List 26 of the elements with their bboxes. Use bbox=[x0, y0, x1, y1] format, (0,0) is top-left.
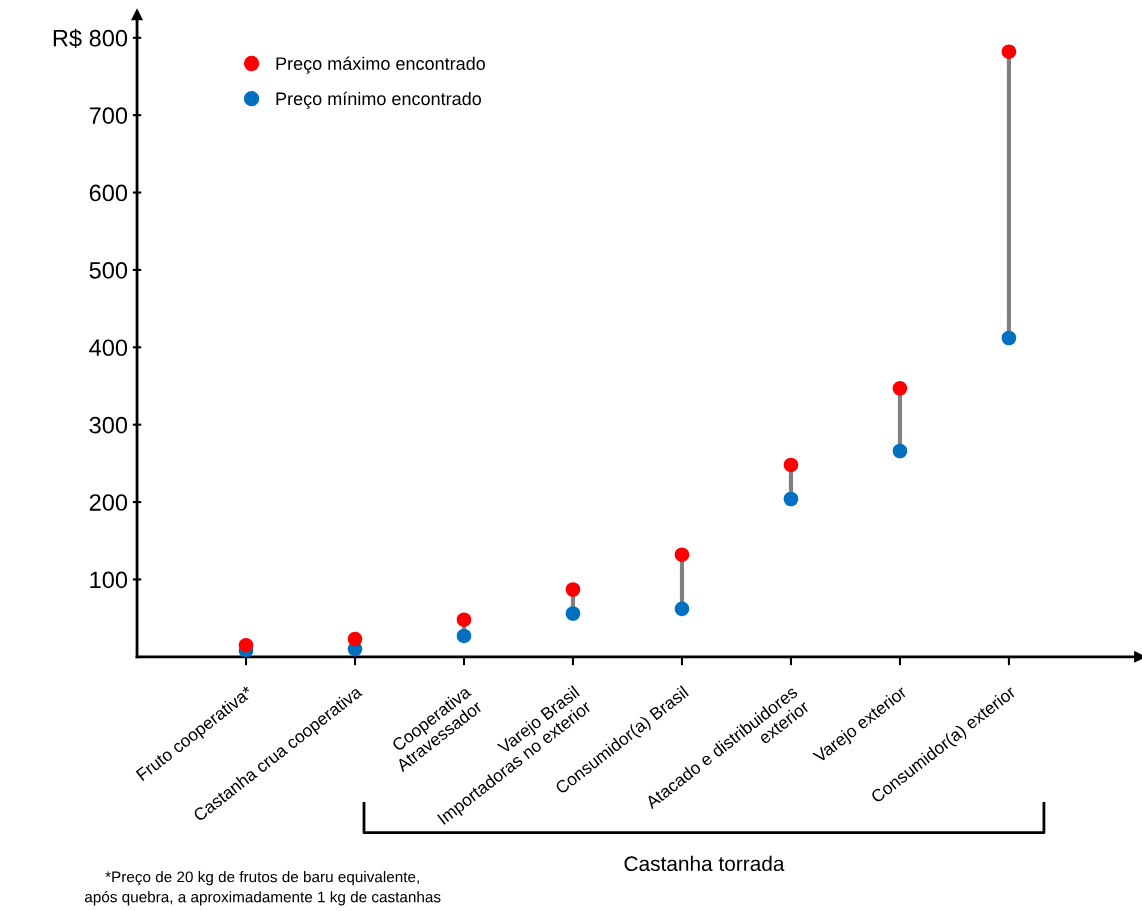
point bbox=[1001, 330, 1017, 346]
point bbox=[783, 491, 799, 507]
point bbox=[783, 457, 799, 473]
point bbox=[892, 381, 908, 396]
point bbox=[1001, 44, 1017, 59]
point bbox=[456, 628, 472, 644]
point bbox=[347, 631, 363, 647]
y-tick-label: 500 bbox=[89, 262, 128, 279]
y-tick-label: 300 bbox=[89, 416, 128, 434]
y-tick-label: R$ 800 bbox=[53, 28, 128, 48]
point bbox=[238, 637, 254, 653]
point bbox=[456, 612, 472, 627]
legend-label: Preço mínimo encontrado bbox=[276, 91, 482, 109]
legend-label: Preço máximo encontrado bbox=[276, 56, 486, 74]
point bbox=[565, 606, 581, 621]
y-tick-label: 700 bbox=[89, 107, 128, 124]
point bbox=[674, 547, 690, 562]
y-tick-label: 200 bbox=[89, 494, 128, 511]
point bbox=[674, 601, 690, 617]
y-tick-label: 100 bbox=[90, 571, 128, 589]
y-tick-label: 600 bbox=[89, 184, 128, 202]
text: *Preço de 20 kg de frutos de baru equivalente, após quebra, a aproximadamente 1 kg de castanhas bbox=[84, 871, 441, 906]
point bbox=[565, 582, 581, 597]
text: Castanha torrada bbox=[624, 855, 785, 872]
y-tick-label: 400 bbox=[89, 339, 128, 357]
point bbox=[892, 443, 908, 459]
